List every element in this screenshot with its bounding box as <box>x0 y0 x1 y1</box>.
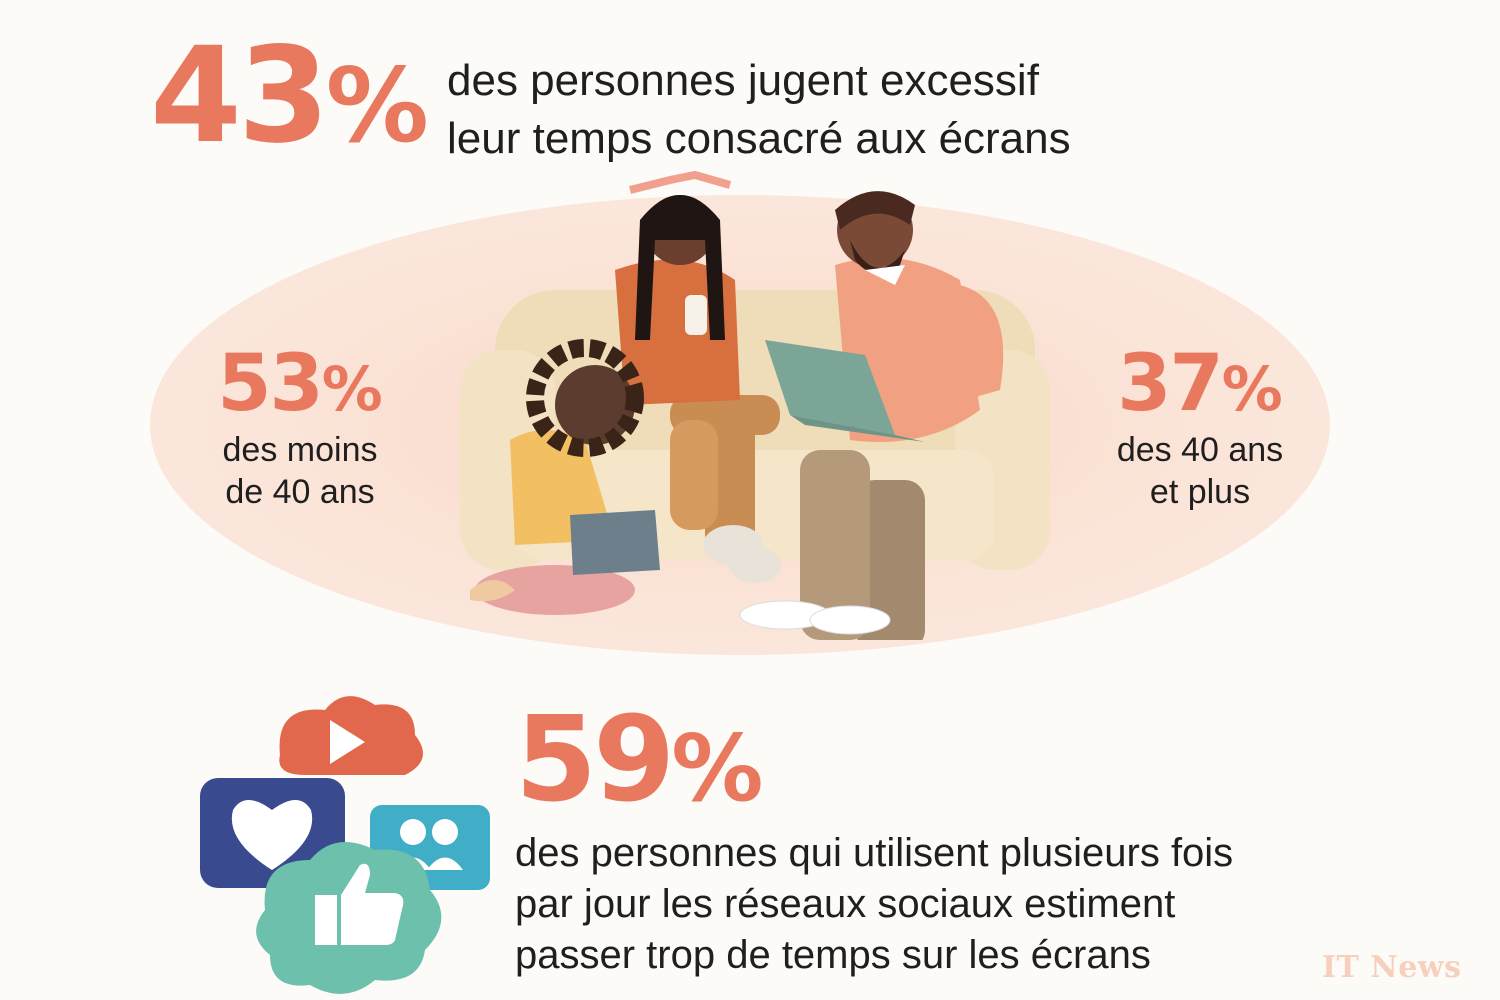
under-40-unit: % <box>321 355 383 425</box>
under-40-stat: 53% des moins de 40 ans <box>200 345 400 513</box>
top-percentage: 43% <box>150 30 429 162</box>
under-40-value: 53 <box>217 339 324 429</box>
over-40-stat: 37% des 40 ans et plus <box>1100 345 1300 513</box>
under-40-percentage: 53% <box>200 345 400 423</box>
itnews-watermark: IT News <box>1322 950 1462 985</box>
top-caption-line-1: des personnes jugent excessif <box>447 56 1039 105</box>
social-media-percentage: 59% <box>515 700 763 818</box>
under-40-caption-line-1: des moins <box>222 431 378 469</box>
top-caption: des personnes jugent excessif leur temps… <box>447 52 1071 168</box>
child-figure <box>470 339 660 615</box>
woman-figure <box>615 170 781 583</box>
under-40-caption: des moins de 40 ans <box>200 429 400 513</box>
under-40-caption-line-2: de 40 ans <box>225 473 375 511</box>
over-40-unit: % <box>1221 355 1283 425</box>
family-on-couch-illustration <box>460 170 1050 640</box>
over-40-percentage: 37% <box>1100 345 1300 423</box>
social-media-caption: des personnes qui utilisent plusieurs fo… <box>515 828 1233 981</box>
over-40-caption: des 40 ans et plus <box>1100 429 1300 513</box>
social-media-unit: % <box>671 715 764 822</box>
laptop-shape <box>765 340 925 442</box>
over-40-caption-line-1: des 40 ans <box>1116 431 1284 469</box>
over-40-caption-line-2: et plus <box>1149 473 1251 511</box>
top-caption-line-2: leur temps consacré aux écrans <box>447 114 1071 163</box>
over-40-value: 37 <box>1117 339 1224 429</box>
social-media-icons <box>200 696 490 994</box>
social-media-value: 59 <box>515 690 675 828</box>
top-percentage-unit: % <box>325 46 429 166</box>
social-media-caption-line-3: passer trop de temps sur les écrans <box>515 933 1151 977</box>
top-percentage-value: 43 <box>150 19 330 173</box>
social-media-caption-line-2: par jour les réseaux sociaux estiment <box>515 882 1176 926</box>
thumbs-up-icon <box>256 842 442 994</box>
social-media-caption-line-1: des personnes qui utilisent plusieurs fo… <box>515 831 1234 875</box>
video-play-icon <box>279 696 423 775</box>
